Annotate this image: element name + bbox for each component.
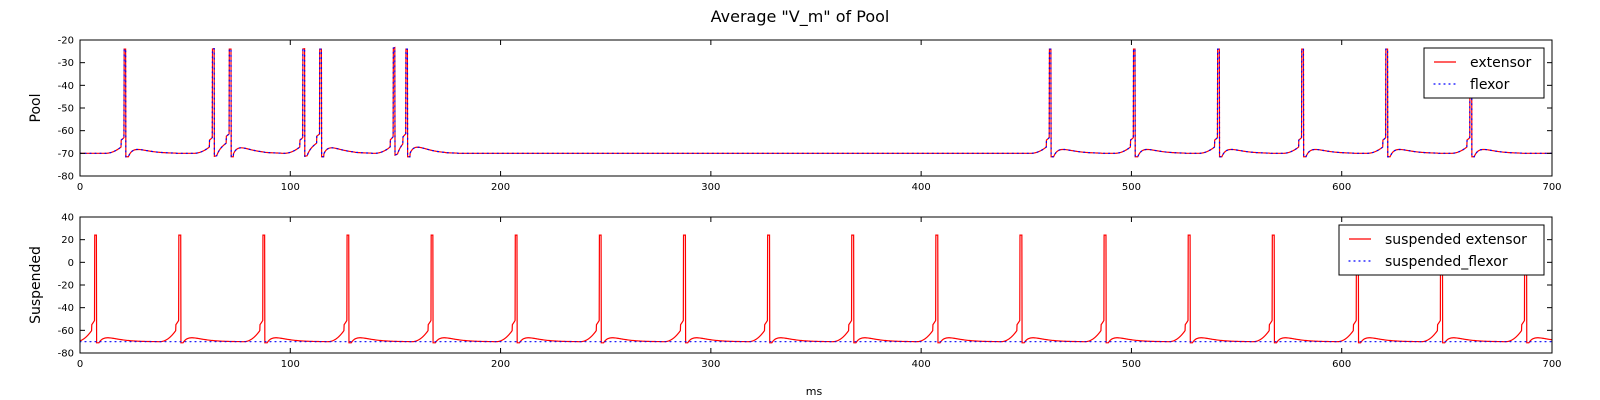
y-tick-label: -70: [58, 149, 74, 160]
y-tick-label: -20: [58, 281, 74, 292]
x-tick-label: 0: [77, 182, 83, 193]
y-tick-label: -40: [58, 303, 74, 314]
plot-frame: [79, 216, 1553, 354]
y-tick-label: -40: [58, 81, 74, 92]
x-tick-label: 500: [1122, 359, 1141, 370]
legend: extensor flexor: [1423, 47, 1545, 99]
legend-entry: extensor: [1470, 55, 1531, 71]
x-tick-label: 400: [912, 359, 931, 370]
legend-entry: suspended_flexor: [1385, 254, 1508, 270]
y-tick-label: -60: [58, 126, 74, 137]
y-tick-label: -50: [58, 104, 74, 115]
series-line-pool-0: [80, 46, 1552, 158]
x-tick-label: 200: [491, 182, 510, 193]
x-tick-label: 600: [1332, 182, 1351, 193]
x-tick-label: 700: [1542, 182, 1561, 193]
x-tick-label: 400: [912, 182, 931, 193]
x-tick-label: 100: [281, 359, 300, 370]
legend-entry: suspended extensor: [1385, 232, 1527, 248]
x-tick-label: 700: [1542, 359, 1561, 370]
y-tick-label: -60: [58, 326, 74, 337]
legend-box: [1338, 224, 1545, 276]
y-tick-label: 20: [61, 235, 74, 246]
x-tick-label: 300: [701, 182, 720, 193]
x-tick-label: 100: [281, 182, 300, 193]
y-axis-label: Pool: [28, 94, 44, 123]
legend-entry: flexor: [1470, 77, 1510, 93]
y-axis-label: Suspended: [28, 246, 44, 324]
figure-title: Average "V_m" of Pool: [711, 7, 890, 27]
series-line-pool-1: [80, 46, 1552, 158]
y-tick-label: 40: [61, 213, 74, 224]
y-tick-label: -20: [58, 36, 74, 47]
x-tick-label: 200: [491, 359, 510, 370]
suspended-panel: 0 100 200 300 400 500 600 700 -80 -60 -40 -20 0 20 40 S…: [28, 213, 1562, 371]
y-tick-label: -80: [58, 172, 74, 183]
y-tick-label: 0: [68, 258, 74, 269]
y-tick-label: -30: [58, 58, 74, 69]
plot-frame: [79, 39, 1553, 177]
y-tick-label: -80: [58, 349, 74, 360]
x-tick-label: 0: [77, 359, 83, 370]
legend-box: [1423, 47, 1545, 99]
series-line-suspended-0: [80, 234, 1552, 344]
x-tick-label: 500: [1122, 182, 1141, 193]
x-tick-label: 600: [1332, 359, 1351, 370]
x-tick-label: 300: [701, 359, 720, 370]
pool-panel: 0 100 200 300 400 500 600 700 -80 -70 -60 -50 -40 -30…: [28, 36, 1562, 194]
x-axis-label: ms: [806, 385, 823, 398]
legend: suspended extensor suspended_flexor: [1338, 224, 1545, 276]
